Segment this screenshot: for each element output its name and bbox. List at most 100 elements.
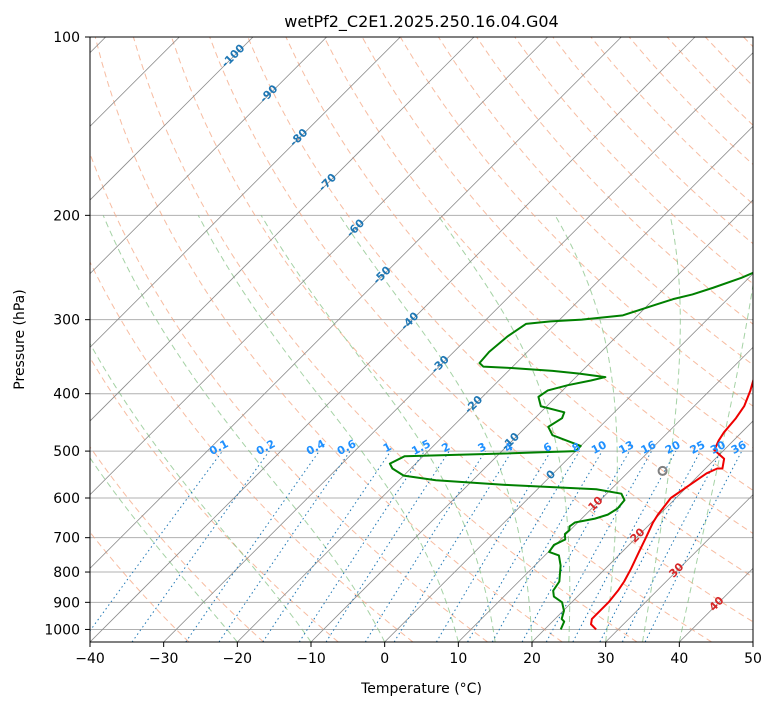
- mixing-ratio-label: 30: [708, 438, 728, 457]
- isotherm-line: [90, 37, 475, 422]
- temperature-trace: [590, 377, 753, 631]
- mixing-ratio-label: 0.1: [207, 437, 230, 458]
- isotherm-label: -10: [499, 430, 522, 453]
- dry-adiabat-line: [247, 37, 753, 578]
- isotherm-line: [752, 641, 753, 642]
- isotherm-line: [458, 346, 753, 642]
- mixing-ratio-label: 0.2: [254, 437, 277, 458]
- isotherm-label: 10: [586, 494, 606, 514]
- x-tick-label: 10: [449, 651, 467, 667]
- mixing-ratio-line: [325, 450, 450, 642]
- isotherm-line: [90, 37, 622, 569]
- x-tick-label: −10: [296, 651, 326, 667]
- isotherm-label: -60: [344, 216, 367, 239]
- dry-adiabat-line: [94, 37, 563, 642]
- mixing-ratio-line: [545, 450, 653, 642]
- mixing-ratio-label: 36: [729, 438, 749, 457]
- isotherm-line: [384, 273, 753, 642]
- x-tick-label: −40: [75, 651, 105, 667]
- dry-adiabat-line: [552, 37, 753, 245]
- pressure-gridlines: [90, 37, 753, 630]
- isotherm-label: -80: [287, 126, 310, 149]
- axis-ticks: −40 −30 −20 −10 0 10 20 30 40 50 100 200 300 400 500 60…: [44, 30, 762, 667]
- isotherm-line: [237, 125, 753, 642]
- mixing-ratio-label: 0.6: [335, 437, 359, 458]
- y-tick-label: 600: [53, 491, 80, 507]
- dry-adiabat-line: [132, 37, 638, 642]
- x-tick-label: −20: [223, 651, 253, 667]
- moist-adiabat-line: [90, 457, 238, 642]
- x-tick-label: −30: [149, 651, 179, 667]
- mixing-ratio-line: [644, 450, 743, 642]
- isotherm-label: -40: [398, 309, 421, 332]
- x-tick-label: 0: [380, 651, 389, 667]
- isotherm-line: [90, 37, 327, 275]
- dry-adiabat-line: [438, 37, 753, 366]
- plot-frame: [89, 36, 754, 643]
- mixing-ratio-label: 20: [663, 438, 683, 457]
- isotherm-label: -20: [462, 393, 485, 416]
- dry-adiabat-line: [666, 37, 753, 126]
- mixing-ratio-line: [131, 450, 270, 642]
- dry-adiabat-line: [704, 37, 753, 87]
- mixing-ratio-label: 25: [688, 438, 708, 457]
- x-axis-title: Temperature (°C): [360, 681, 482, 697]
- mixing-ratio-label: 13: [617, 438, 637, 457]
- isotherm-line: [90, 37, 696, 642]
- mixing-ratio-line: [185, 450, 320, 642]
- isotherm-label: -100: [219, 41, 248, 70]
- y-tick-label: 300: [53, 313, 80, 329]
- chart-title: wetPf2_C2E1.2025.250.16.04.G04: [284, 12, 558, 32]
- mixing-ratio-line: [298, 450, 425, 642]
- moist-adiabat-line: [102, 215, 386, 642]
- lcl-marker: [657, 465, 668, 476]
- isotherm-line: [310, 199, 753, 642]
- isotherm-line: [90, 37, 254, 201]
- mixing-ratio-line: [364, 450, 486, 642]
- isotherm-label: -90: [257, 82, 280, 105]
- moist-adiabat-line: [197, 215, 459, 642]
- mixing-ratio-line: [90, 450, 223, 632]
- mixing-ratio-label: 16: [639, 438, 659, 457]
- x-tick-label: 40: [670, 651, 688, 667]
- dry-adiabat-line: [90, 152, 488, 642]
- mixing-ratio-line: [262, 450, 392, 642]
- mixing-ratio-label: 10: [589, 438, 609, 457]
- isotherm-label: -30: [429, 353, 452, 376]
- dry-adiabat-line: [476, 37, 753, 325]
- moist-adiabat-line: [260, 215, 496, 642]
- moist-adiabats: [90, 215, 753, 642]
- dewpoint-trace: [388, 271, 753, 630]
- isotherm-line: [163, 52, 753, 642]
- y-tick-label: 100: [53, 30, 80, 46]
- isotherm-line: [605, 494, 753, 642]
- x-tick-label: 30: [597, 651, 615, 667]
- y-tick-label: 900: [53, 595, 80, 611]
- mixing-ratio-line: [521, 450, 630, 642]
- y-axis-title: Pressure (hPa): [12, 289, 28, 389]
- moist-adiabat-line: [90, 342, 312, 642]
- mixing-ratio-line: [435, 450, 552, 642]
- y-tick-label: 400: [53, 387, 80, 403]
- isotherm-line: [90, 37, 548, 496]
- dry-adiabat-line: [323, 37, 753, 491]
- mixing-ratio-lines: [90, 450, 743, 642]
- y-tick-label: 1000: [44, 622, 80, 638]
- dry-adiabats: [90, 37, 753, 642]
- dry-adiabat-line: [514, 37, 753, 285]
- mixing-ratio-label: 2: [439, 440, 452, 455]
- y-tick-label: 200: [53, 208, 80, 224]
- x-tick-label: 50: [744, 651, 762, 667]
- y-tick-label: 500: [53, 444, 80, 460]
- dry-adiabat-line: [590, 37, 753, 205]
- mixing-ratio-line: [572, 450, 677, 642]
- mixing-ratio-label: 8: [570, 440, 583, 455]
- y-tick-label: 700: [53, 531, 80, 547]
- dry-adiabat-line: [743, 37, 753, 48]
- isotherm-line: [679, 567, 753, 642]
- dry-adiabat-line: [90, 446, 264, 642]
- moist-adiabat-line: [339, 215, 533, 642]
- dry-adiabat-line: [209, 37, 753, 623]
- sounding-traces: [388, 271, 753, 631]
